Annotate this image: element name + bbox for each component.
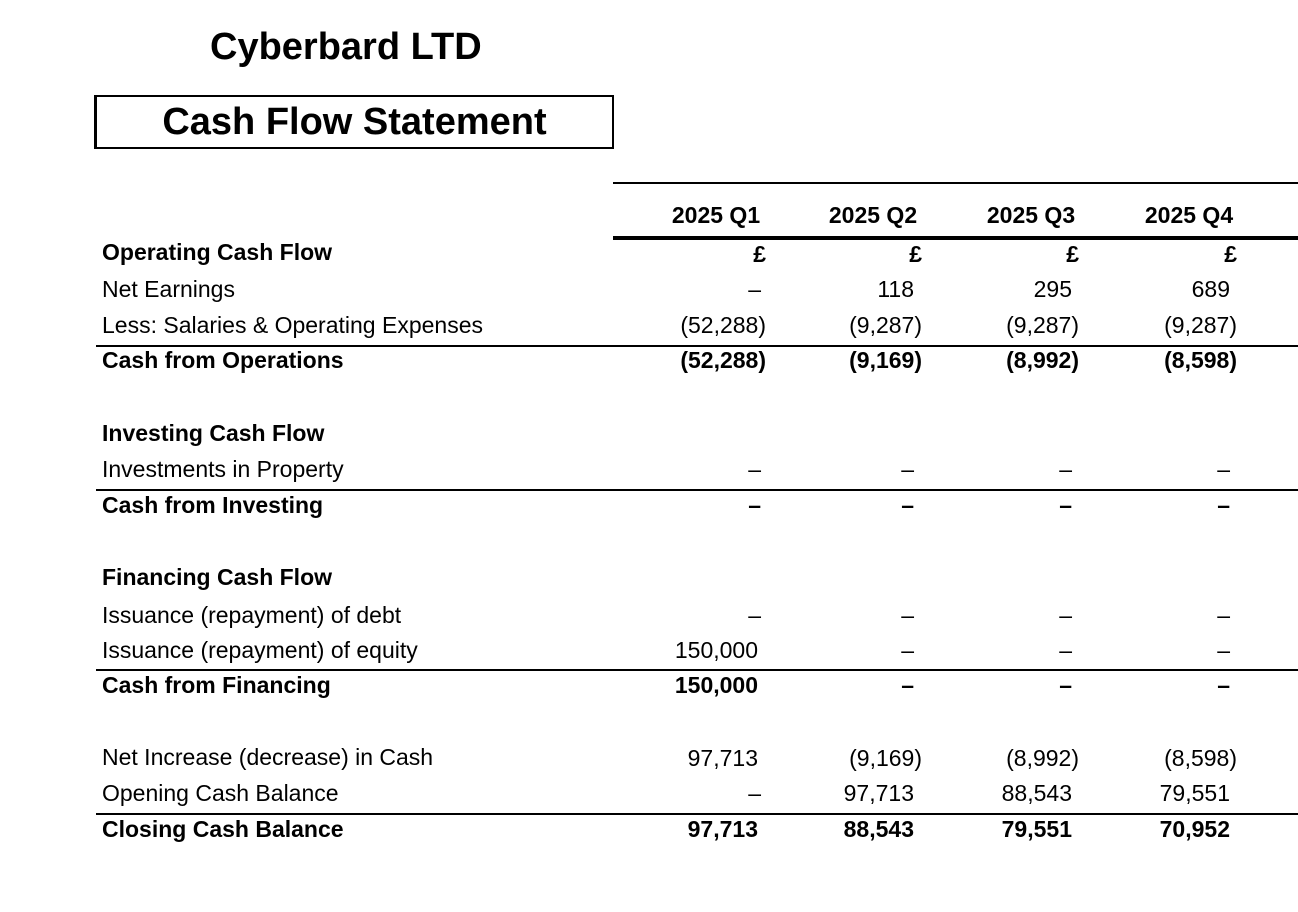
cell-closing-q3: 79,551 [1001,816,1072,842]
subtotal-rule [96,489,1298,491]
cell-salaries-q3: (9,287) [1006,312,1079,338]
cell-cash-financing-q3: – [1059,672,1072,698]
cell-net-earnings-q1: – [748,276,761,302]
subtotal-rule [96,345,1298,347]
cell-net-earnings-q4: 689 [1191,276,1230,302]
cell-opening-q4: 79,551 [1159,780,1230,806]
cell-cash-investing-q2: – [901,492,914,518]
cell-cash-financing-q2: – [901,672,914,698]
section-header-financing: Financing Cash Flow [102,564,333,590]
cell-salaries-q2: (9,287) [849,312,922,338]
row-label-opening: Opening Cash Balance [102,780,339,806]
currency-symbol: £ [753,241,766,267]
currency-symbol: £ [909,241,922,267]
header-bottom-rule [613,236,1298,240]
cell-debt-q3: – [1059,602,1072,628]
row-label-net-earnings: Net Earnings [102,276,235,302]
cell-inv-property-q3: – [1059,456,1072,482]
cell-cash-ops-q2: (9,169) [849,347,922,373]
cell-closing-q2: 88,543 [843,816,914,842]
header-top-rule [613,182,1298,184]
section-header-investing: Investing Cash Flow [102,420,325,446]
row-label-salaries: Less: Salaries & Operating Expenses [102,312,483,338]
cell-debt-q4: – [1217,602,1230,628]
cell-equity-q1: 150,000 [674,637,758,663]
cell-inv-property-q4: – [1217,456,1230,482]
cell-net-earnings-q2: 118 [877,276,914,302]
cell-net-earnings-q3: 295 [1033,276,1072,302]
cell-salaries-q1: (52,288) [680,312,766,338]
company-name: Cyberbard LTD [210,26,482,68]
row-label-closing: Closing Cash Balance [102,816,344,842]
cell-equity-q3: – [1059,637,1072,663]
period-header: 2025 Q2 [828,202,918,228]
period-header: 2025 Q1 [671,202,761,228]
cell-inv-property-q1: – [748,456,761,482]
row-label-equity: Issuance (repayment) of equity [102,637,418,663]
subtotal-rule [96,669,1298,671]
cell-cash-ops-q1: (52,288) [680,347,766,373]
cell-closing-q1: 97,713 [687,816,758,842]
cell-opening-q2: 97,713 [843,780,914,806]
cell-cash-financing-q4: – [1217,672,1230,698]
section-header-operating: Operating Cash Flow [102,239,333,265]
cell-equity-q2: – [901,637,914,663]
currency-symbol: £ [1066,241,1079,267]
period-header: 2025 Q4 [1144,202,1234,228]
cell-opening-q3: 88,543 [1001,780,1072,806]
cell-net-increase-q1: 97,713 [687,745,758,771]
cell-cash-investing-q3: – [1059,492,1072,518]
row-label-cash-financing: Cash from Financing [102,672,331,698]
row-label-net-increase: Net Increase (decrease) in Cash [102,744,434,770]
cell-equity-q4: – [1217,637,1230,663]
row-label-debt: Issuance (repayment) of debt [102,602,402,628]
cell-net-increase-q2: (9,169) [849,745,922,771]
subtotal-rule [96,813,1298,815]
cell-debt-q2: – [901,602,914,628]
row-label-cash-investing: Cash from Investing [102,492,324,518]
row-label-inv-property: Investments in Property [102,456,344,482]
cell-inv-property-q2: – [901,456,914,482]
cell-opening-q1: – [748,780,761,806]
row-label-cash-ops: Cash from Operations [102,347,344,373]
cell-debt-q1: – [748,602,761,628]
cell-cash-financing-q1: 150,000 [674,672,758,698]
period-header: 2025 Q3 [986,202,1076,228]
cell-net-increase-q4: (8,598) [1164,745,1237,771]
cell-cash-ops-q4: (8,598) [1164,347,1237,373]
cell-cash-investing-q1: – [748,492,761,518]
cell-cash-ops-q3: (8,992) [1006,347,1079,373]
cell-cash-investing-q4: – [1217,492,1230,518]
cell-closing-q4: 70,952 [1159,816,1230,842]
cell-salaries-q4: (9,287) [1164,312,1237,338]
currency-symbol: £ [1224,241,1237,267]
cell-net-increase-q3: (8,992) [1006,745,1079,771]
statement-title: Cash Flow Statement [94,95,614,149]
